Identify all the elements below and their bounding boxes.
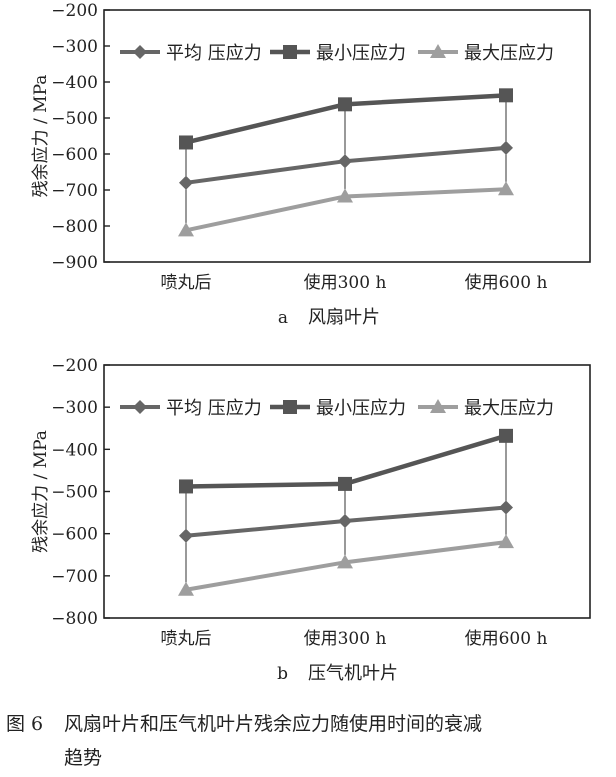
figure-caption: 图 6 风扇叶片和压气机叶片残余应力随使用时间的衰减 趋势 — [6, 707, 610, 775]
y-tick-label: −500 — [51, 109, 98, 129]
legend-marker-min — [283, 45, 297, 59]
x-tick-label: 使用300 h — [304, 628, 387, 649]
y-tick-label: −200 — [51, 356, 98, 376]
y-tick-label: −800 — [51, 217, 98, 237]
legend-label-max: 最大压应力 — [464, 43, 554, 64]
data-point-avg — [338, 154, 352, 169]
data-point-min — [338, 476, 352, 491]
data-point-avg — [179, 528, 193, 543]
y-axis-label: 残余应力 / MPa — [31, 75, 51, 198]
y-axis-label: 残余应力 / MPa — [31, 430, 51, 553]
y-tick-label: −300 — [51, 398, 98, 418]
panel-title: 压气机叶片 — [308, 663, 398, 684]
y-tick-label: −200 — [51, 1, 98, 21]
data-point-min — [179, 135, 193, 150]
data-point-min — [338, 97, 352, 112]
data-point-min — [179, 479, 193, 494]
chart-panel-a: −200 −300 −400 −500 −600 −700 −800 −900 喷丸后 使用300… — [31, 1, 591, 328]
y-tick-label: −700 — [51, 567, 98, 587]
panel-letter: a — [278, 308, 288, 328]
data-point-max — [498, 181, 514, 196]
panel-letter: b — [277, 664, 288, 684]
legend-marker-avg — [133, 45, 147, 59]
x-tick-label: 使用600 h — [465, 628, 548, 649]
plot-frame — [103, 9, 591, 263]
data-point-avg — [338, 514, 352, 529]
data-point-max — [337, 554, 353, 569]
data-point-max — [178, 222, 194, 237]
chart-panel-b: −200 −300 −400 −500 −600 −700 −800 喷丸后 使用300 h 使用… — [31, 356, 591, 684]
y-tick-label: −300 — [51, 37, 98, 57]
data-point-max — [337, 188, 353, 203]
data-point-min — [499, 88, 513, 103]
figure-number: 图 6 — [6, 713, 44, 735]
y-tick-label: −400 — [51, 440, 98, 460]
legend-label-avg: 平均 压应力 — [166, 43, 262, 64]
panel-title: 风扇叶片 — [308, 307, 380, 328]
y-tick-label: −800 — [51, 609, 98, 629]
y-tick-label: −600 — [51, 145, 98, 165]
legend-label-min: 最小压应力 — [316, 398, 406, 419]
y-tick-label: −900 — [51, 253, 98, 273]
data-point-min — [499, 428, 513, 443]
data-point-avg — [179, 175, 193, 190]
y-tick-label: −700 — [51, 181, 98, 201]
x-tick-label: 使用600 h — [465, 272, 548, 293]
figure-caption-line1: 风扇叶片和压气机叶片残余应力随使用时间的衰减 — [64, 713, 483, 735]
x-tick-label: 使用300 h — [304, 272, 387, 293]
legend-marker-min — [283, 400, 297, 414]
data-point-avg — [499, 500, 513, 515]
legend-marker-max — [430, 399, 446, 413]
legend-label-max: 最大压应力 — [464, 398, 554, 419]
legend-label-avg: 平均 压应力 — [166, 398, 262, 419]
legend-marker-avg — [133, 400, 147, 414]
legend-marker-max — [430, 44, 446, 58]
legend-label-min: 最小压应力 — [316, 43, 406, 64]
data-point-avg — [499, 140, 513, 155]
figure-caption-line2: 趋势 — [64, 747, 103, 769]
x-tick-label: 喷丸后 — [161, 273, 212, 293]
x-tick-label: 喷丸后 — [161, 629, 212, 649]
data-point-max — [178, 581, 194, 596]
y-tick-label: −600 — [51, 525, 98, 545]
data-point-max — [498, 534, 514, 549]
y-tick-label: −500 — [51, 483, 98, 503]
y-tick-label: −400 — [51, 73, 98, 93]
